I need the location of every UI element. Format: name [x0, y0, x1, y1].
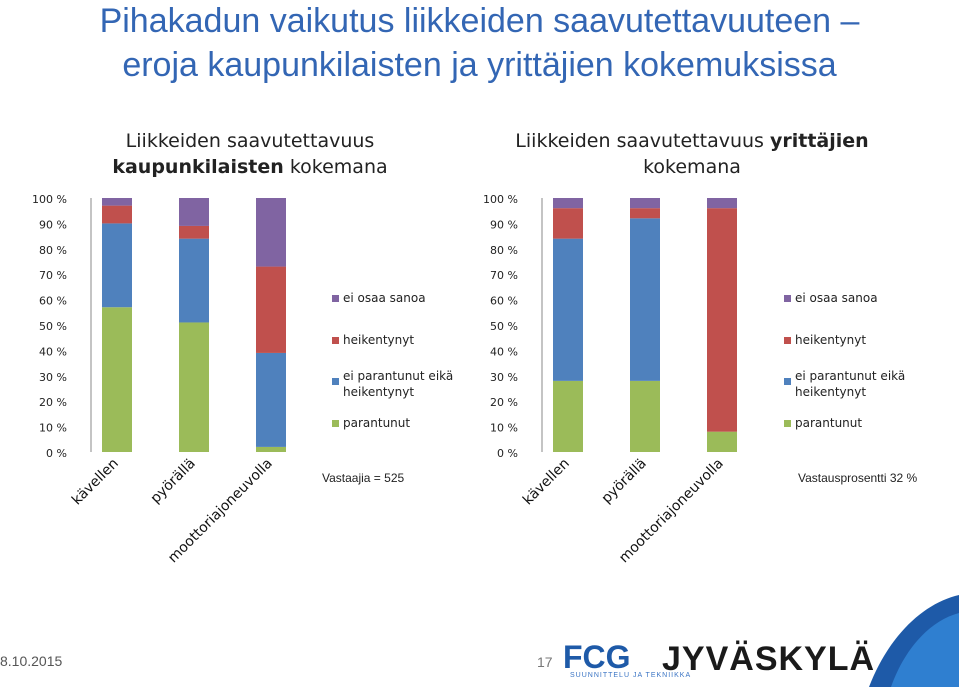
chart1-legend-swatch	[332, 295, 339, 302]
chart1-legend-label: ei osaa sanoa	[343, 291, 426, 305]
chart2-bar-2-seg-4	[630, 198, 660, 209]
chart2-bar-1-seg-3	[553, 208, 583, 239]
chart1-ytick-label: 40 %	[39, 345, 67, 358]
chart1-bar-1-seg-1	[102, 307, 132, 452]
chart1-bar-3-seg-4	[256, 198, 286, 267]
jyvaskyla-logo: JYVÄSKYLÄ	[662, 640, 876, 678]
chart2-title-bold: yrittäjien	[770, 130, 869, 152]
footer-date: 8.10.2015	[0, 653, 63, 669]
chart2-legend-label: ei parantunut eikä	[795, 369, 905, 383]
chart2-title-part1: Liikkeiden saavutettavuus	[515, 130, 764, 152]
chart2-legend-swatch	[784, 420, 791, 427]
chart1-title: Liikkeiden saavutettavuus kaupunkilaiste…	[70, 128, 430, 180]
chart2-ytick-label: 40 %	[490, 345, 518, 358]
chart2-ytick-label: 0 %	[497, 447, 518, 460]
chart2-bar-3-seg-3	[707, 208, 737, 432]
chart2-ytick-label: 70 %	[490, 269, 518, 282]
chart1-ytick-label: 100 %	[32, 193, 67, 206]
chart2-ytick-label: 80 %	[490, 244, 518, 257]
chart1-legend-swatch	[332, 337, 339, 344]
charts-canvas: 0 % 10 % 20 % 30 % 40 % 50 % 60 % 70 % 80 % 90 % 1…	[32, 193, 918, 566]
fcg-logo: FCG	[563, 639, 653, 677]
chart1-ytick-label: 30 %	[39, 371, 67, 384]
chart1-legend-label: ei parantunut eikä	[343, 369, 453, 383]
chart2-ytick-label: 90 %	[490, 218, 518, 231]
chart2-ytick-label: 50 %	[490, 320, 518, 333]
chart2-legend-label-cont: heikentynyt	[795, 385, 866, 399]
chart1-legend-label-cont: heikentynyt	[343, 385, 414, 399]
chart1-title-part2: kokemana	[289, 156, 388, 178]
chart2-ytick-label: 20 %	[490, 396, 518, 409]
chart2-ytick-label: 30 %	[490, 371, 518, 384]
chart1-bar-2-seg-2	[179, 238, 209, 323]
fcg-logo-subtitle: SUUNNITTELU JA TEKNIIKKA	[570, 672, 692, 679]
chart2-legend-swatch	[784, 295, 791, 302]
chart1-bar-2-seg-1	[179, 322, 209, 452]
chart1-legend-swatch	[332, 378, 339, 385]
chart2-bar-3-seg-4	[707, 198, 737, 209]
chart2-legend-label: heikentynyt	[795, 333, 866, 347]
chart2-category-label: kävellen	[520, 456, 573, 509]
chart2-ytick-label: 100 %	[483, 193, 518, 206]
chart2-legend-swatch	[784, 378, 791, 385]
chart1-legend-label: parantunut	[343, 416, 410, 430]
chart2-legend-label: ei osaa sanoa	[795, 291, 878, 305]
chart2-bar-2-seg-2	[630, 218, 660, 381]
chart2-title: Liikkeiden saavutettavuus yrittäjien kok…	[512, 128, 872, 180]
chart1-ytick-label: 50 %	[39, 320, 67, 333]
slide-title-line2: eroja kaupunkilaisten ja yrittäjien koke…	[122, 46, 837, 84]
chart1-legend-label: heikentynyt	[343, 333, 414, 347]
chart1-ytick-label: 60 %	[39, 295, 67, 308]
chart1-ytick-label: 70 %	[39, 269, 67, 282]
chart2-bar-2-seg-3	[630, 208, 660, 219]
chart1-bar-1-seg-4	[102, 198, 132, 206]
chart1-legend-swatch	[332, 420, 339, 427]
chart2-ytick-label: 10 %	[490, 422, 518, 435]
decorative-swoosh	[869, 595, 959, 687]
chart2-bar-1-seg-1	[553, 380, 583, 452]
chart1-bar-2-seg-3	[179, 225, 209, 239]
chart1-category-label: pyörällä	[148, 456, 199, 507]
chart2-note: Vastausprosentti 32 %	[798, 471, 918, 485]
chart1-ytick-label: 0 %	[46, 447, 67, 460]
chart1-title-part1: Liikkeiden saavutettavuus	[125, 130, 375, 152]
slide-title-line1: Pihakadun vaikutus liikkeiden saavutetta…	[99, 2, 860, 40]
chart2-bar-3-seg-1	[707, 431, 737, 452]
chart1-category-label: kävellen	[69, 456, 122, 509]
chart1-title-bold: kaupunkilaisten	[112, 156, 284, 178]
chart1-bar-1-seg-2	[102, 223, 132, 308]
chart2-bar-2-seg-1	[630, 380, 660, 452]
chart1-note: Vastaajia = 525	[322, 471, 404, 485]
page-number: 17	[537, 654, 553, 670]
chart1-ytick-label: 80 %	[39, 244, 67, 257]
chart2-category-label: pyörällä	[599, 456, 650, 507]
chart2-bar-1-seg-2	[553, 238, 583, 381]
chart1-bar-3-seg-1	[256, 446, 286, 452]
chart1-bar-2-seg-4	[179, 198, 209, 226]
chart1-ytick-label: 20 %	[39, 396, 67, 409]
chart1-ytick-label: 10 %	[39, 422, 67, 435]
chart1-bar-3-seg-3	[256, 266, 286, 353]
chart2-legend-swatch	[784, 337, 791, 344]
chart1-ytick-label: 90 %	[39, 218, 67, 231]
chart2-title-part2: kokemana	[643, 156, 741, 178]
chart1-bar-1-seg-3	[102, 205, 132, 224]
chart2-bar-1-seg-4	[553, 198, 583, 209]
chart2-legend-label: parantunut	[795, 416, 862, 430]
chart1-bar-3-seg-2	[256, 352, 286, 447]
chart2-ytick-label: 60 %	[490, 295, 518, 308]
fcg-logo-text: FCG	[563, 640, 631, 672]
